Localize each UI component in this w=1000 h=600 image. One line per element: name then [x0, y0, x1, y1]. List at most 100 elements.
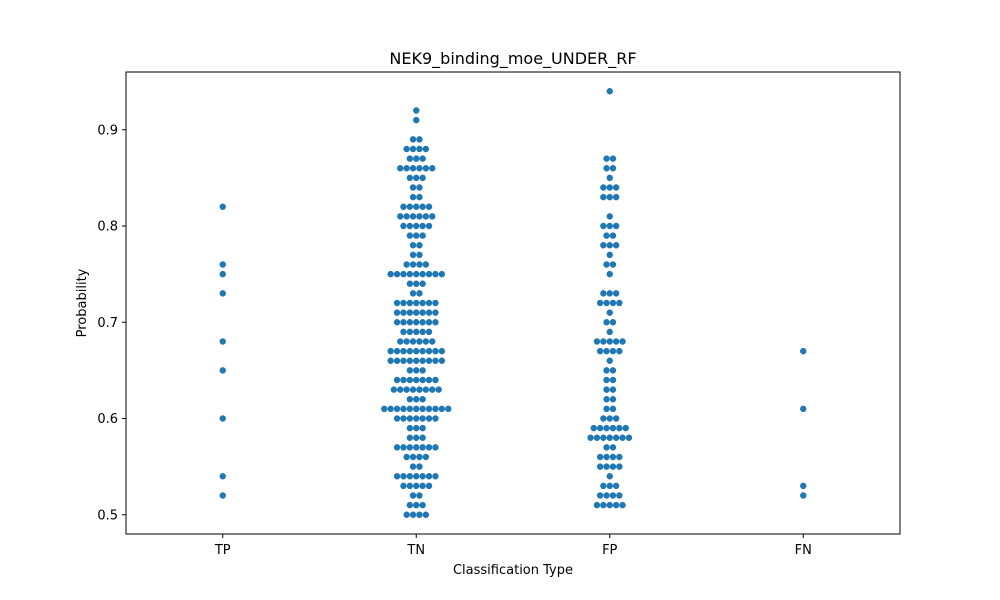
data-point-tn — [413, 299, 420, 307]
data-point-tn — [393, 415, 401, 422]
data-point-tn — [406, 396, 414, 403]
data-point-fp — [609, 376, 617, 384]
data-point-tn — [387, 357, 394, 364]
data-point-fp — [616, 453, 623, 461]
data-point-tn — [425, 203, 433, 210]
data-point-tn — [416, 251, 423, 259]
data-point-fp — [596, 424, 604, 432]
data-point-tn — [397, 338, 404, 345]
data-point-tn — [403, 261, 410, 268]
data-point-tn — [419, 299, 426, 307]
data-point-tn — [413, 367, 420, 374]
data-point-tn — [432, 444, 439, 451]
data-point-fp — [596, 492, 604, 499]
data-point-tn — [422, 213, 430, 220]
data-point-fp — [606, 357, 613, 364]
data-point-tp — [219, 473, 226, 480]
data-point-tn — [425, 270, 433, 278]
data-point-tn — [406, 415, 414, 422]
data-point-tn — [406, 473, 414, 480]
data-point-fp — [616, 299, 623, 307]
data-point-tn — [416, 136, 423, 143]
data-point-tn — [425, 357, 433, 364]
data-point-tn — [416, 184, 423, 191]
chart-title: NEK9_binding_moe_UNDER_RF — [389, 49, 636, 69]
data-point-tn — [400, 347, 407, 355]
data-point-tn — [425, 222, 433, 230]
data-point-tn — [432, 473, 439, 480]
data-point-fp — [593, 501, 601, 509]
data-point-tn — [425, 444, 433, 451]
data-point-fp — [600, 501, 607, 509]
data-point-tn — [416, 213, 423, 220]
data-point-tn — [413, 444, 420, 451]
data-point-fp — [609, 386, 617, 393]
data-point-fp — [606, 415, 613, 422]
data-point-tn — [400, 319, 407, 326]
y-axis-label: Probability — [75, 268, 90, 337]
data-point-tn — [422, 145, 430, 153]
data-point-tn — [387, 347, 394, 355]
data-point-tn — [393, 309, 401, 316]
data-point-tn — [422, 386, 430, 393]
data-point-fp — [600, 290, 607, 297]
data-point-fp — [612, 184, 620, 191]
data-point-fp — [609, 463, 617, 470]
data-point-tn — [425, 309, 433, 316]
data-point-tn — [400, 309, 407, 316]
data-point-tn — [438, 357, 446, 364]
data-point-tn — [403, 338, 410, 345]
data-point-tn — [400, 222, 407, 230]
data-point-fp — [609, 453, 617, 461]
data-point-fp — [609, 165, 617, 172]
data-point-tn — [409, 136, 417, 143]
data-point-fp — [612, 482, 620, 490]
data-point-fp — [603, 492, 610, 499]
data-point-tn — [419, 155, 426, 162]
data-point-fp — [625, 434, 633, 441]
data-point-tn — [419, 444, 426, 451]
data-point-tn — [400, 473, 407, 480]
data-point-tn — [406, 434, 414, 441]
data-point-tn — [403, 145, 410, 153]
data-point-tn — [413, 270, 420, 278]
axis-ticks: 0.5 0.6 0.7 0.8 0.9 TP TN FP FN — [97, 123, 812, 558]
data-point-tn — [403, 213, 410, 220]
data-point-tn — [416, 193, 423, 201]
data-point-fn — [800, 405, 807, 413]
data-point-tn — [413, 107, 420, 114]
data-point-fp — [609, 319, 617, 326]
data-point-tn — [419, 174, 426, 182]
data-point-fp — [606, 251, 613, 259]
data-point-fp — [600, 482, 607, 490]
data-point-fp — [612, 242, 620, 249]
data-point-fp — [606, 328, 613, 336]
data-point-tn — [393, 473, 401, 480]
data-point-tp — [219, 261, 226, 268]
data-point-tn — [406, 367, 414, 374]
data-point-tn — [406, 232, 414, 239]
data-point-tn — [400, 357, 407, 364]
data-point-tn — [419, 405, 426, 413]
data-point-tn — [406, 501, 414, 509]
data-point-tn — [432, 299, 439, 307]
data-point-tn — [435, 386, 442, 393]
x-tick-label: TN — [406, 543, 425, 558]
data-point-tn — [406, 222, 414, 230]
data-point-tn — [403, 453, 410, 461]
data-point-fp — [596, 347, 604, 355]
data-point-fp — [619, 338, 626, 345]
data-point-tn — [406, 482, 414, 490]
data-point-tp — [219, 492, 226, 499]
data-point-tn — [419, 424, 426, 432]
data-point-tn — [409, 251, 417, 259]
data-point-tn — [406, 376, 414, 384]
data-point-tn — [413, 357, 420, 364]
x-tick-label: FN — [795, 543, 812, 558]
data-point-tn — [413, 222, 420, 230]
data-point-tn — [413, 319, 420, 326]
data-point-tn — [416, 492, 423, 499]
data-point-fp — [600, 222, 607, 230]
data-point-tn — [406, 444, 414, 451]
data-point-fp — [603, 155, 610, 162]
